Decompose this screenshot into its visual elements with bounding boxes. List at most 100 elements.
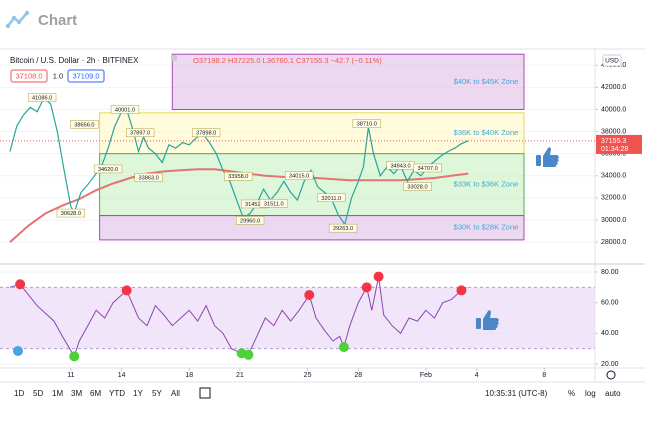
scale-option[interactable]: % — [568, 389, 575, 398]
annotation-box — [403, 182, 432, 191]
symbol-title: Bitcoin / U.S. Dollar · 2h · BITFINEX — [10, 56, 139, 65]
annotation-label: 34943.0 — [390, 163, 410, 169]
rsi-marker — [361, 282, 372, 293]
scale-option[interactable]: log — [585, 389, 596, 398]
scale-option[interactable]: auto — [605, 389, 621, 398]
y-tick-label: 60.00 — [601, 300, 619, 307]
x-tick-label: 4 — [475, 372, 479, 379]
thumb-cuff — [536, 155, 541, 166]
y-tick-label: 36000.0 — [601, 151, 626, 158]
indicator-icon[interactable] — [13, 346, 23, 356]
y-tick-label: 42000.0 — [601, 84, 626, 91]
range-button[interactable]: 5D — [33, 389, 43, 398]
x-tick-label: 21 — [236, 372, 244, 379]
annotation-box — [93, 164, 123, 174]
y-tick-label: 34000.0 — [601, 173, 626, 180]
x-tick-label: 25 — [304, 372, 312, 379]
rsi-marker — [69, 351, 80, 362]
annotation-label: 33863.0 — [139, 175, 159, 181]
annotation-label: 33028.0 — [407, 185, 427, 191]
annotation-label: 33958.0 — [228, 174, 248, 180]
rsi-band — [0, 287, 595, 349]
annotation-label: 30628.0 — [61, 211, 81, 217]
settings-icon[interactable] — [606, 370, 616, 380]
annotation-box — [56, 208, 86, 218]
sell-box[interactable] — [10, 69, 48, 83]
logo-icon — [5, 10, 30, 29]
rsi-marker — [121, 285, 132, 296]
sell-price: 37108.0 — [15, 71, 42, 80]
annotation-box — [134, 173, 163, 182]
annotation-label: 37898.0 — [196, 131, 216, 137]
range-button[interactable]: 3M — [71, 389, 82, 398]
buy-price: 37109.0 — [72, 71, 99, 80]
zone-label: $33K to $36K Zone — [454, 180, 519, 189]
y-tick-label: 40000.0 — [601, 106, 626, 113]
logo-dot — [5, 23, 11, 29]
currency-box[interactable] — [602, 54, 622, 67]
thumbs-up-icon — [476, 310, 499, 330]
annotation-label: 40001.0 — [115, 107, 135, 113]
spread: 1.0 — [53, 71, 63, 80]
zone — [99, 153, 525, 217]
thumb-hand — [483, 310, 499, 330]
annotation-box — [27, 93, 57, 102]
annotation-box — [235, 216, 265, 225]
compare-icon[interactable] — [199, 387, 211, 399]
clock: 10:35:31 (UTC-8) — [485, 389, 548, 398]
range-button[interactable]: YTD — [109, 389, 125, 398]
x-tick-label: 18 — [185, 372, 193, 379]
annotation-label: 31511.0 — [264, 201, 284, 207]
annotation-label: 29263.0 — [333, 226, 353, 232]
x-tick-label: 8 — [542, 372, 546, 379]
x-tick-label: Feb — [420, 372, 432, 379]
logo-dot — [24, 10, 30, 16]
range-button[interactable]: 5Y — [152, 389, 162, 398]
range-button[interactable]: 1Y — [133, 389, 143, 398]
y-tick-label: 38000.0 — [601, 128, 626, 135]
symbol-status — [171, 55, 177, 61]
annotation-box — [70, 120, 99, 129]
zone — [99, 215, 525, 241]
current-price-label: 37155.3 — [601, 138, 626, 145]
buy-box[interactable] — [67, 69, 105, 83]
annotation-box — [328, 223, 358, 233]
zone-label: $30K to $28K Zone — [454, 223, 519, 232]
range-button[interactable]: 1M — [52, 389, 63, 398]
y-tick-label: 28000.0 — [601, 239, 626, 246]
x-tick-label: 14 — [118, 372, 126, 379]
annotation-box — [126, 128, 155, 137]
annotation-label: 29960.0 — [240, 218, 260, 224]
annotation-label: 32011.0 — [321, 196, 341, 202]
current-price-tag — [596, 134, 642, 154]
rsi-marker — [338, 342, 349, 353]
y-tick-label: 20.00 — [601, 361, 619, 368]
range-button[interactable]: All — [171, 389, 180, 398]
zone — [171, 53, 525, 110]
rsi-marker — [15, 279, 26, 290]
zone-label: $40K to $45K Zone — [454, 77, 519, 86]
annotation-box — [413, 163, 442, 173]
annotation-label: 41086.0 — [32, 95, 52, 101]
annotation-box — [224, 172, 253, 181]
y-tick-label: 40.00 — [601, 330, 619, 337]
y-tick-label: 30000.0 — [601, 217, 626, 224]
annotation-label: 37897.0 — [130, 131, 150, 137]
toolbar: 1D 5D 1M 3M 6M YTD 1Y 5Y All% log auto — [14, 389, 621, 398]
thumb-hand — [543, 147, 559, 167]
logo-dot — [16, 19, 22, 25]
rsi-marker — [373, 271, 384, 282]
annotation-label: 34015.0 — [289, 174, 309, 180]
annotation-box — [284, 171, 314, 180]
range-button[interactable]: 6M — [90, 389, 101, 398]
y-tick-label: 80.00 — [601, 269, 619, 276]
thumb-cuff — [476, 318, 481, 329]
x-tick-label: 11 — [67, 372, 74, 379]
currency: USD — [605, 58, 619, 65]
countdown: 01:34:28 — [601, 146, 628, 153]
range-button[interactable]: 1D — [14, 389, 24, 398]
annotation-box — [191, 128, 221, 137]
annotation-label: 34620.0 — [98, 167, 118, 173]
ohlc-text: O37198.2 H37225.0 L36760.1 C37155.3 −42.… — [193, 56, 382, 65]
